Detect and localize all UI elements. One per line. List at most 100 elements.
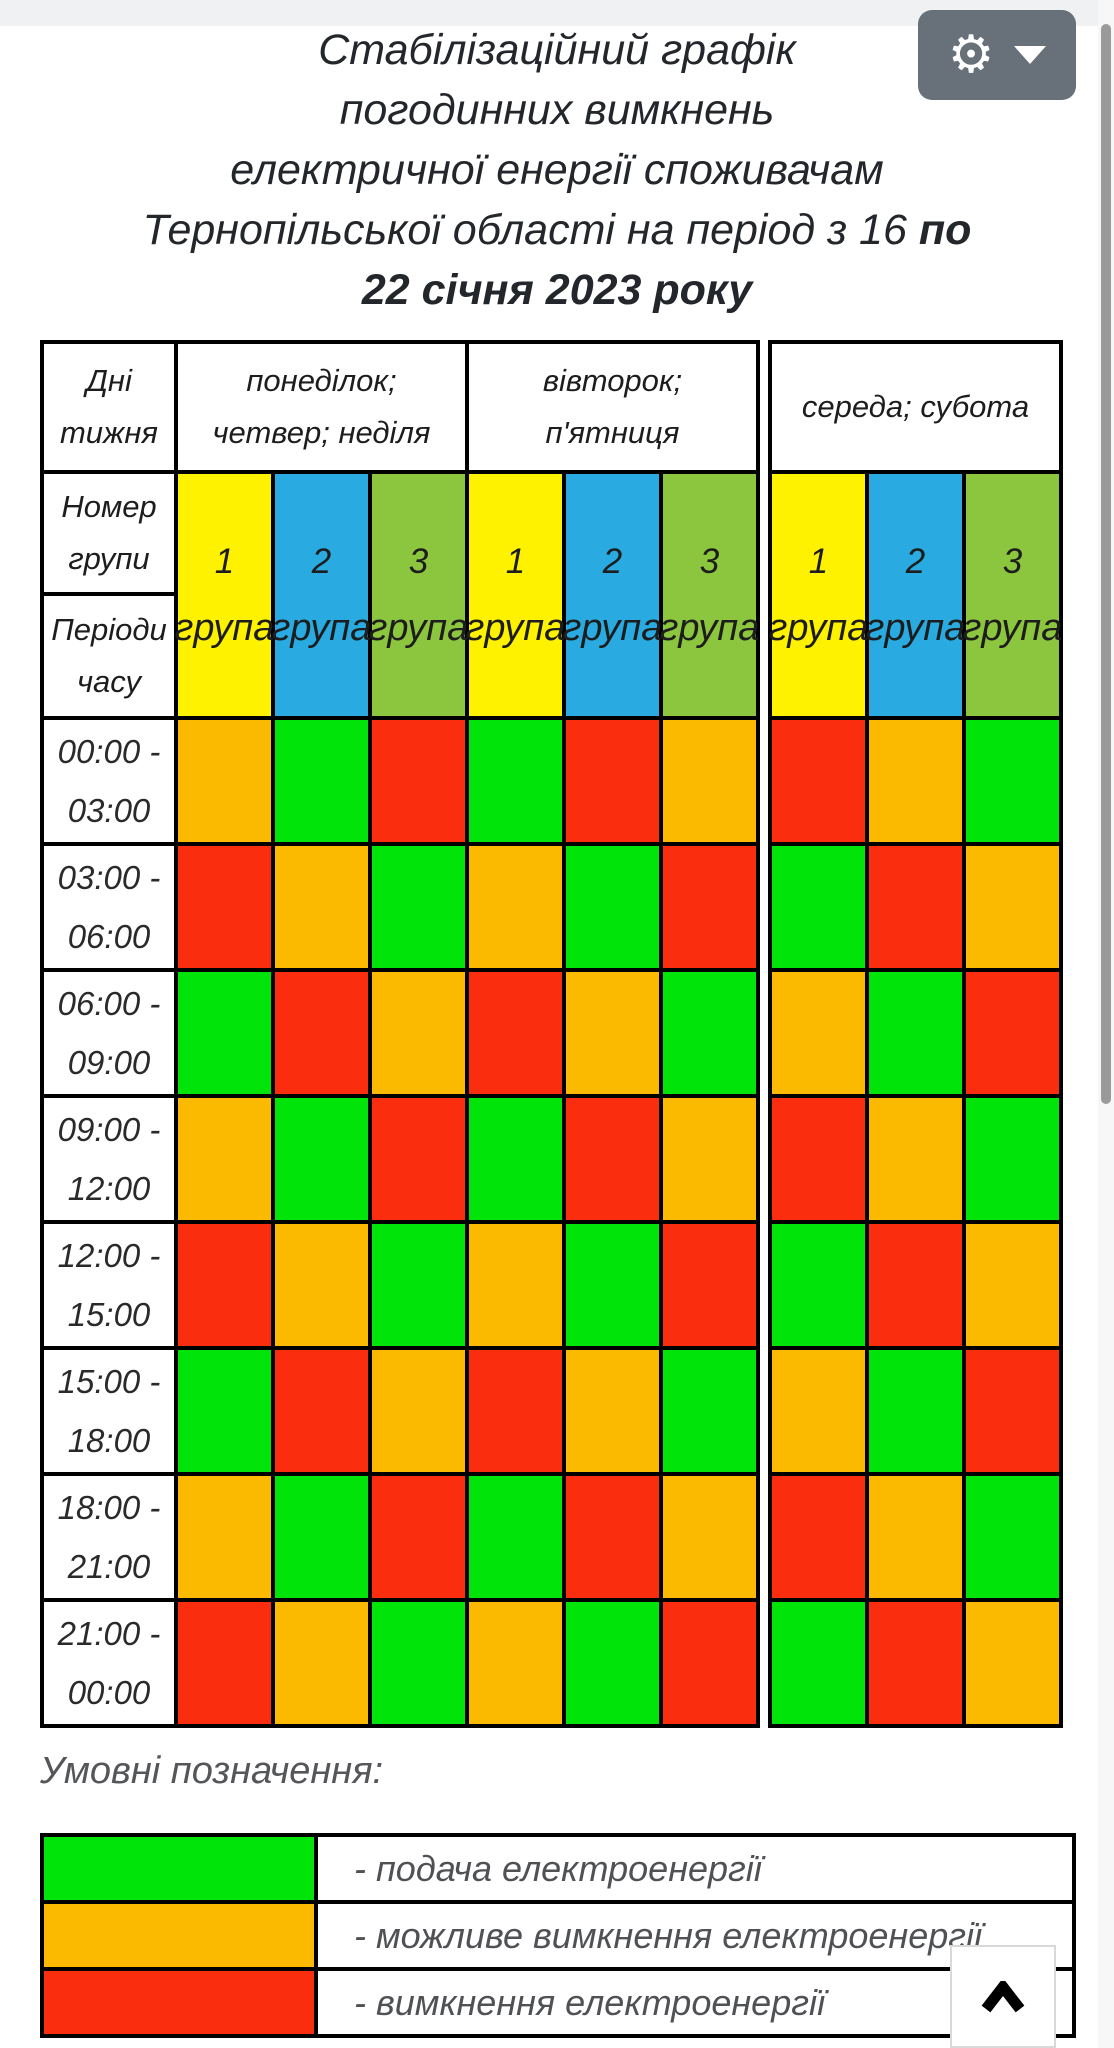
group-word: група [271,606,372,649]
schedule-cell [178,1476,271,1598]
schedule-cell [966,1602,1059,1724]
schedule-cell [372,1098,465,1220]
schedule-cell [663,1602,756,1724]
page-title: Стабілізаційний графік погодинних вимкнен… [142,26,972,314]
scrollbar-thumb[interactable] [1101,24,1111,1104]
schedule-cell [372,846,465,968]
schedule-cell [372,972,465,1094]
schedule-cell [966,720,1059,842]
legend-label: - подача електроенергії [318,1837,1072,1900]
schedule-cell [772,846,865,968]
schedule-cell [372,1350,465,1472]
legend-label: - можливе вимкнення електроенергії [318,1904,1072,1967]
day-header: понеділок; четвер; неділя [178,344,465,470]
day-block: вівторок; п'ятниця 1 група 2 група 3 гру… [465,340,760,1728]
schedule-cell [772,720,865,842]
schedule-cell [275,1350,368,1472]
schedule-cell [772,972,865,1094]
group-word: група [768,606,869,649]
day-header: вівторок; п'ятниця [469,344,756,470]
schedule-cell [869,720,962,842]
schedule-cell [966,846,1059,968]
schedule-cell [469,972,562,1094]
schedule-cell [566,972,659,1094]
schedule-cell [178,1350,271,1472]
corner-days-of-week: Дні тижня [44,344,174,470]
corner-group-number: Номер групи [44,474,174,592]
schedule-cell [663,846,756,968]
time-period-cell: 21:00 -00:00 [44,1602,174,1724]
gear-icon: ⚙ [947,26,995,84]
schedule-cell [469,846,562,968]
legend-table: - подача електроенергії - можливе вимкнен… [40,1833,1076,2038]
time-period-cell: 09:00 -12:00 [44,1098,174,1220]
schedule-cell [663,1224,756,1346]
schedule-table: Дні тижня понеділок; четвер; неділя Номе… [40,340,1063,1728]
group-header-cell: 2 група [866,474,965,716]
schedule-cell [275,846,368,968]
scrollbar[interactable] [1098,0,1114,2048]
group-header-cell: 1 група [175,474,274,716]
time-period-cell: 03:00 -06:00 [44,846,174,968]
schedule-cell [469,720,562,842]
group-word: група [962,606,1063,649]
chevron-up-icon [981,1980,1025,2012]
group-word: група [465,606,566,649]
schedule-cell [469,1224,562,1346]
group-number: 3 [408,541,429,581]
schedule-cell [663,1350,756,1472]
schedule-cell [469,1602,562,1724]
group-number: 2 [905,541,926,581]
corner-time-periods: Періоди часу [44,596,174,716]
schedule-cell [275,720,368,842]
group-number: 3 [699,541,720,581]
day-block: середа; субота 1 група 2 група 3 група [768,340,1063,1728]
group-header-cell: 1 група [466,474,565,716]
group-word: група [562,606,663,649]
settings-button[interactable]: ⚙ [918,10,1076,100]
schedule-cell [772,1476,865,1598]
group-number: 1 [808,541,829,581]
schedule-cell [469,1098,562,1220]
back-to-top-button[interactable] [950,1945,1056,2048]
schedule-cell [663,972,756,1094]
schedule-cell [869,1476,962,1598]
legend-heading: Умовні позначення: [40,1750,384,1792]
schedule-cell [663,1476,756,1598]
schedule-cell [275,1602,368,1724]
schedule-cell [178,1602,271,1724]
time-period-cell: 06:00 -09:00 [44,972,174,1094]
day-header: середа; субота [772,344,1059,470]
schedule-cell [869,1350,962,1472]
schedule-cell [966,1098,1059,1220]
schedule-cell [178,846,271,968]
schedule-cell [566,1224,659,1346]
time-period-cell: 12:00 -15:00 [44,1224,174,1346]
group-number: 2 [311,541,332,581]
schedule-cell [772,1350,865,1472]
time-period-cell: 00:00 -03:00 [44,720,174,842]
legend-label: - вимкнення електроенергії [318,1971,1072,2034]
schedule-cell [178,1224,271,1346]
group-header-cell: 3 група [963,474,1062,716]
time-period-cell: 18:00 -21:00 [44,1476,174,1598]
schedule-cell [372,1602,465,1724]
schedule-cell [772,1602,865,1724]
schedule-cell [966,1476,1059,1598]
group-header-cell: 3 група [369,474,468,716]
group-word: група [659,606,760,649]
group-word: група [865,606,966,649]
schedule-cell [566,846,659,968]
group-header-cell: 1 група [769,474,868,716]
time-period-cell: 15:00 -18:00 [44,1350,174,1472]
schedule-cell [469,1350,562,1472]
caret-down-icon [1014,46,1047,64]
schedule-cell [663,1098,756,1220]
schedule-cell [275,1224,368,1346]
schedule-cell [566,1602,659,1724]
schedule-cell [275,1476,368,1598]
schedule-cell [566,720,659,842]
group-number: 1 [505,541,526,581]
schedule-cell [372,1476,465,1598]
schedule-cell [275,972,368,1094]
